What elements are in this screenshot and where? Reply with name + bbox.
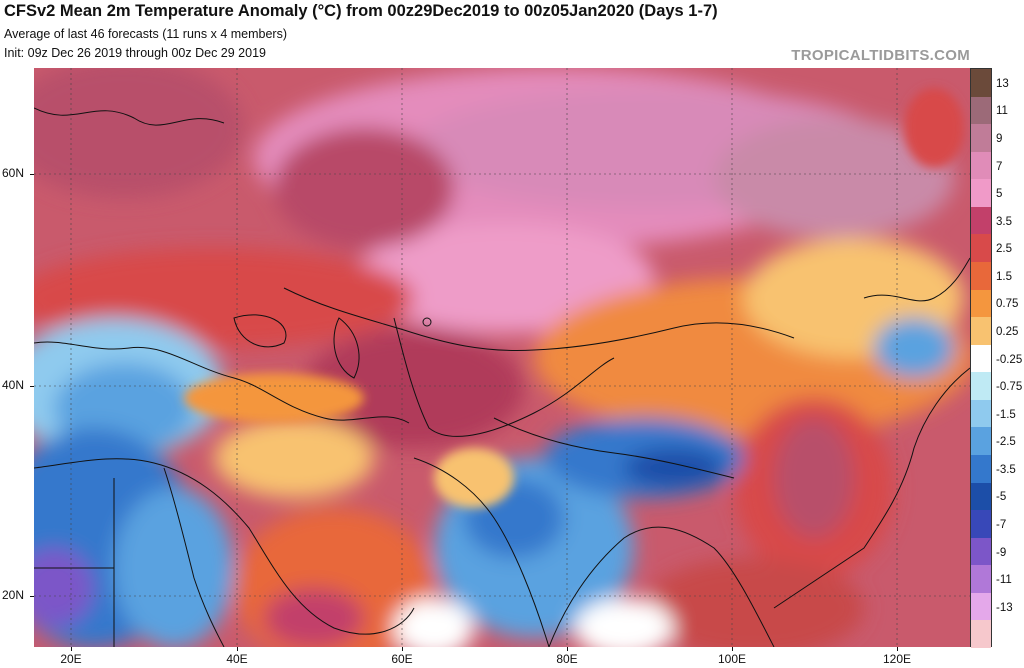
border-path <box>283 287 795 351</box>
colorbar-segment <box>971 262 991 291</box>
anomaly-blob <box>394 598 474 647</box>
aral-sea <box>422 317 432 327</box>
colorbar-segment <box>971 206 991 235</box>
colorbar-label: -2.5 <box>996 436 1016 449</box>
coastline-path <box>773 367 970 609</box>
colorbar-segment <box>971 124 991 153</box>
colorbar-label: 5 <box>996 188 1003 201</box>
lat-label-40n: 40N <box>2 378 25 392</box>
temperature-anomaly-map <box>34 68 970 647</box>
colorbar-label: 3.5 <box>996 215 1012 228</box>
anomaly-blob <box>434 448 514 508</box>
colorbar-segment <box>971 151 991 180</box>
coastline-path <box>34 458 415 635</box>
lon-tick <box>897 647 898 651</box>
lon-label-80e: 80E <box>556 652 578 666</box>
lon-label-60e: 60E <box>391 652 413 666</box>
colorbar-label: 2.5 <box>996 243 1012 256</box>
lat-label-60n: 60N <box>2 166 25 180</box>
colorbar-segment <box>971 317 991 346</box>
colorbar-label: -13 <box>996 601 1013 614</box>
colorbar-segment <box>971 565 991 594</box>
colorbar-label: -1.5 <box>996 408 1016 421</box>
colorbar-segment <box>971 592 991 621</box>
colorbar-segment <box>971 344 991 373</box>
anomaly-blob <box>264 588 364 647</box>
lon-tick <box>402 647 403 651</box>
colorbar <box>970 68 992 649</box>
colorbar-segment <box>971 399 991 428</box>
colorbar-segment <box>971 427 991 456</box>
lon-label-40e: 40E <box>226 652 248 666</box>
anomaly-blob <box>624 448 724 488</box>
init-time: Init: 09z Dec 26 2019 through 00z Dec 29… <box>4 46 266 60</box>
colorbar-segment <box>971 455 991 484</box>
graticule <box>34 68 970 647</box>
colorbar-label: 9 <box>996 132 1003 145</box>
black-sea <box>233 314 287 348</box>
lon-label-100e: 100E <box>717 652 747 666</box>
anomaly-blob <box>574 598 674 647</box>
colorbar-label: -5 <box>996 491 1007 504</box>
colorbar-segment <box>971 234 991 263</box>
anomaly-blob <box>184 373 364 423</box>
colorbar-label: -7 <box>996 518 1007 531</box>
colorbar-label: -3.5 <box>996 463 1016 476</box>
coastline-path <box>34 341 410 424</box>
anomaly-blob <box>714 118 954 238</box>
colorbar-segment <box>971 537 991 566</box>
colorbar-label: 1.5 <box>996 270 1012 283</box>
coastline-path <box>863 257 970 302</box>
anomaly-blob <box>904 88 964 168</box>
colorbar-segment <box>971 372 991 401</box>
lat-tick <box>30 596 34 597</box>
anomaly-blob <box>214 418 374 498</box>
lon-tick <box>71 647 72 651</box>
border-path <box>393 317 615 437</box>
colorbar-segment <box>971 179 991 208</box>
colorbar-segment <box>971 69 991 98</box>
colorbar-label: 7 <box>996 160 1003 173</box>
caspian-sea <box>333 317 360 379</box>
border-path <box>163 467 225 647</box>
anomaly-blob <box>354 223 654 333</box>
colorbar-label: 0.25 <box>996 325 1019 338</box>
lat-label-20n: 20N <box>2 588 25 602</box>
anomaly-field <box>34 68 970 647</box>
colorbar-segment <box>971 510 991 539</box>
lon-tick <box>237 647 238 651</box>
lon-label-20e: 20E <box>60 652 82 666</box>
colorbar-label: -0.25 <box>996 353 1023 366</box>
map-title: CFSv2 Mean 2m Temperature Anomaly (°C) f… <box>4 2 718 20</box>
colorbar-segment <box>971 482 991 511</box>
colorbar-label: -9 <box>996 546 1007 559</box>
anomaly-blob <box>34 68 244 198</box>
map-subtitle: Average of last 46 forecasts (11 runs x … <box>4 27 287 41</box>
lat-tick <box>30 386 34 387</box>
lon-label-120e: 120E <box>882 652 912 666</box>
coastline-path <box>548 526 775 647</box>
anomaly-blob <box>774 418 854 538</box>
lon-tick <box>567 647 568 651</box>
colorbar-segment <box>971 96 991 125</box>
colorbar-label: 13 <box>996 77 1009 90</box>
anomaly-blob <box>274 128 454 248</box>
colorbar-label: 11 <box>996 105 1008 118</box>
coastline-path <box>34 107 225 126</box>
anomaly-blob <box>114 488 234 647</box>
lon-tick <box>732 647 733 651</box>
water-bodies <box>233 314 432 379</box>
anomaly-blob <box>874 318 954 378</box>
brand-watermark: TROPICALTIDBITS.COM <box>791 47 970 64</box>
anomaly-blob <box>644 558 864 647</box>
coastline-path <box>413 457 550 647</box>
colorbar-label: -0.75 <box>996 381 1023 394</box>
colorbar-segment <box>971 620 991 649</box>
colorbar-label: 0.75 <box>996 298 1019 311</box>
border-path <box>493 417 735 479</box>
lat-tick <box>30 174 34 175</box>
coastlines <box>34 107 970 647</box>
colorbar-label: -11 <box>996 574 1012 587</box>
colorbar-segment <box>971 289 991 318</box>
